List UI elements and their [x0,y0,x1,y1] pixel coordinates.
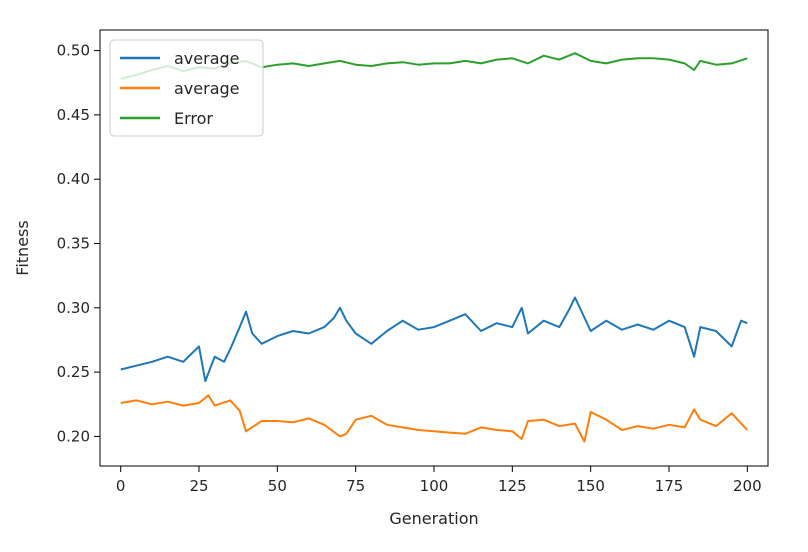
series-line-average-blue [120,296,748,383]
x-axis-ticks: 0 25 50 75 100 125 150 175 200 [116,466,762,495]
x-tick-label: 50 [268,477,287,495]
legend-label-average-blue: average [174,49,240,68]
x-tick-label: 25 [189,477,208,495]
legend-box [109,39,264,137]
series-line-average-orange [120,394,749,443]
plot-frame [99,29,769,467]
y-axis-label: Fitness [13,220,32,275]
y-tick-label: 0.40 [57,170,90,188]
x-tick-label: 125 [498,477,527,495]
y-tick-label: 0.25 [57,363,90,381]
x-tick-label: 0 [116,477,126,495]
y-tick-label: 0.45 [57,106,90,124]
x-tick-label: 150 [576,477,605,495]
y-tick-label: 0.35 [57,234,90,252]
y-axis-ticks: 0.20 0.25 0.30 0.35 0.40 0.45 0.50 [57,42,100,445]
legend: average average Error [109,39,264,137]
y-tick-label: 0.30 [57,299,90,317]
x-tick-label: 100 [420,477,449,495]
legend-label-average-orange: average [174,79,240,98]
y-tick-label: 0.20 [57,427,90,445]
x-axis-label: Generation [389,509,478,528]
legend-label-error: Error [174,109,213,128]
x-tick-label: 175 [655,477,684,495]
x-tick-label: 200 [733,477,762,495]
y-tick-label: 0.50 [57,42,90,60]
x-tick-label: 75 [346,477,365,495]
